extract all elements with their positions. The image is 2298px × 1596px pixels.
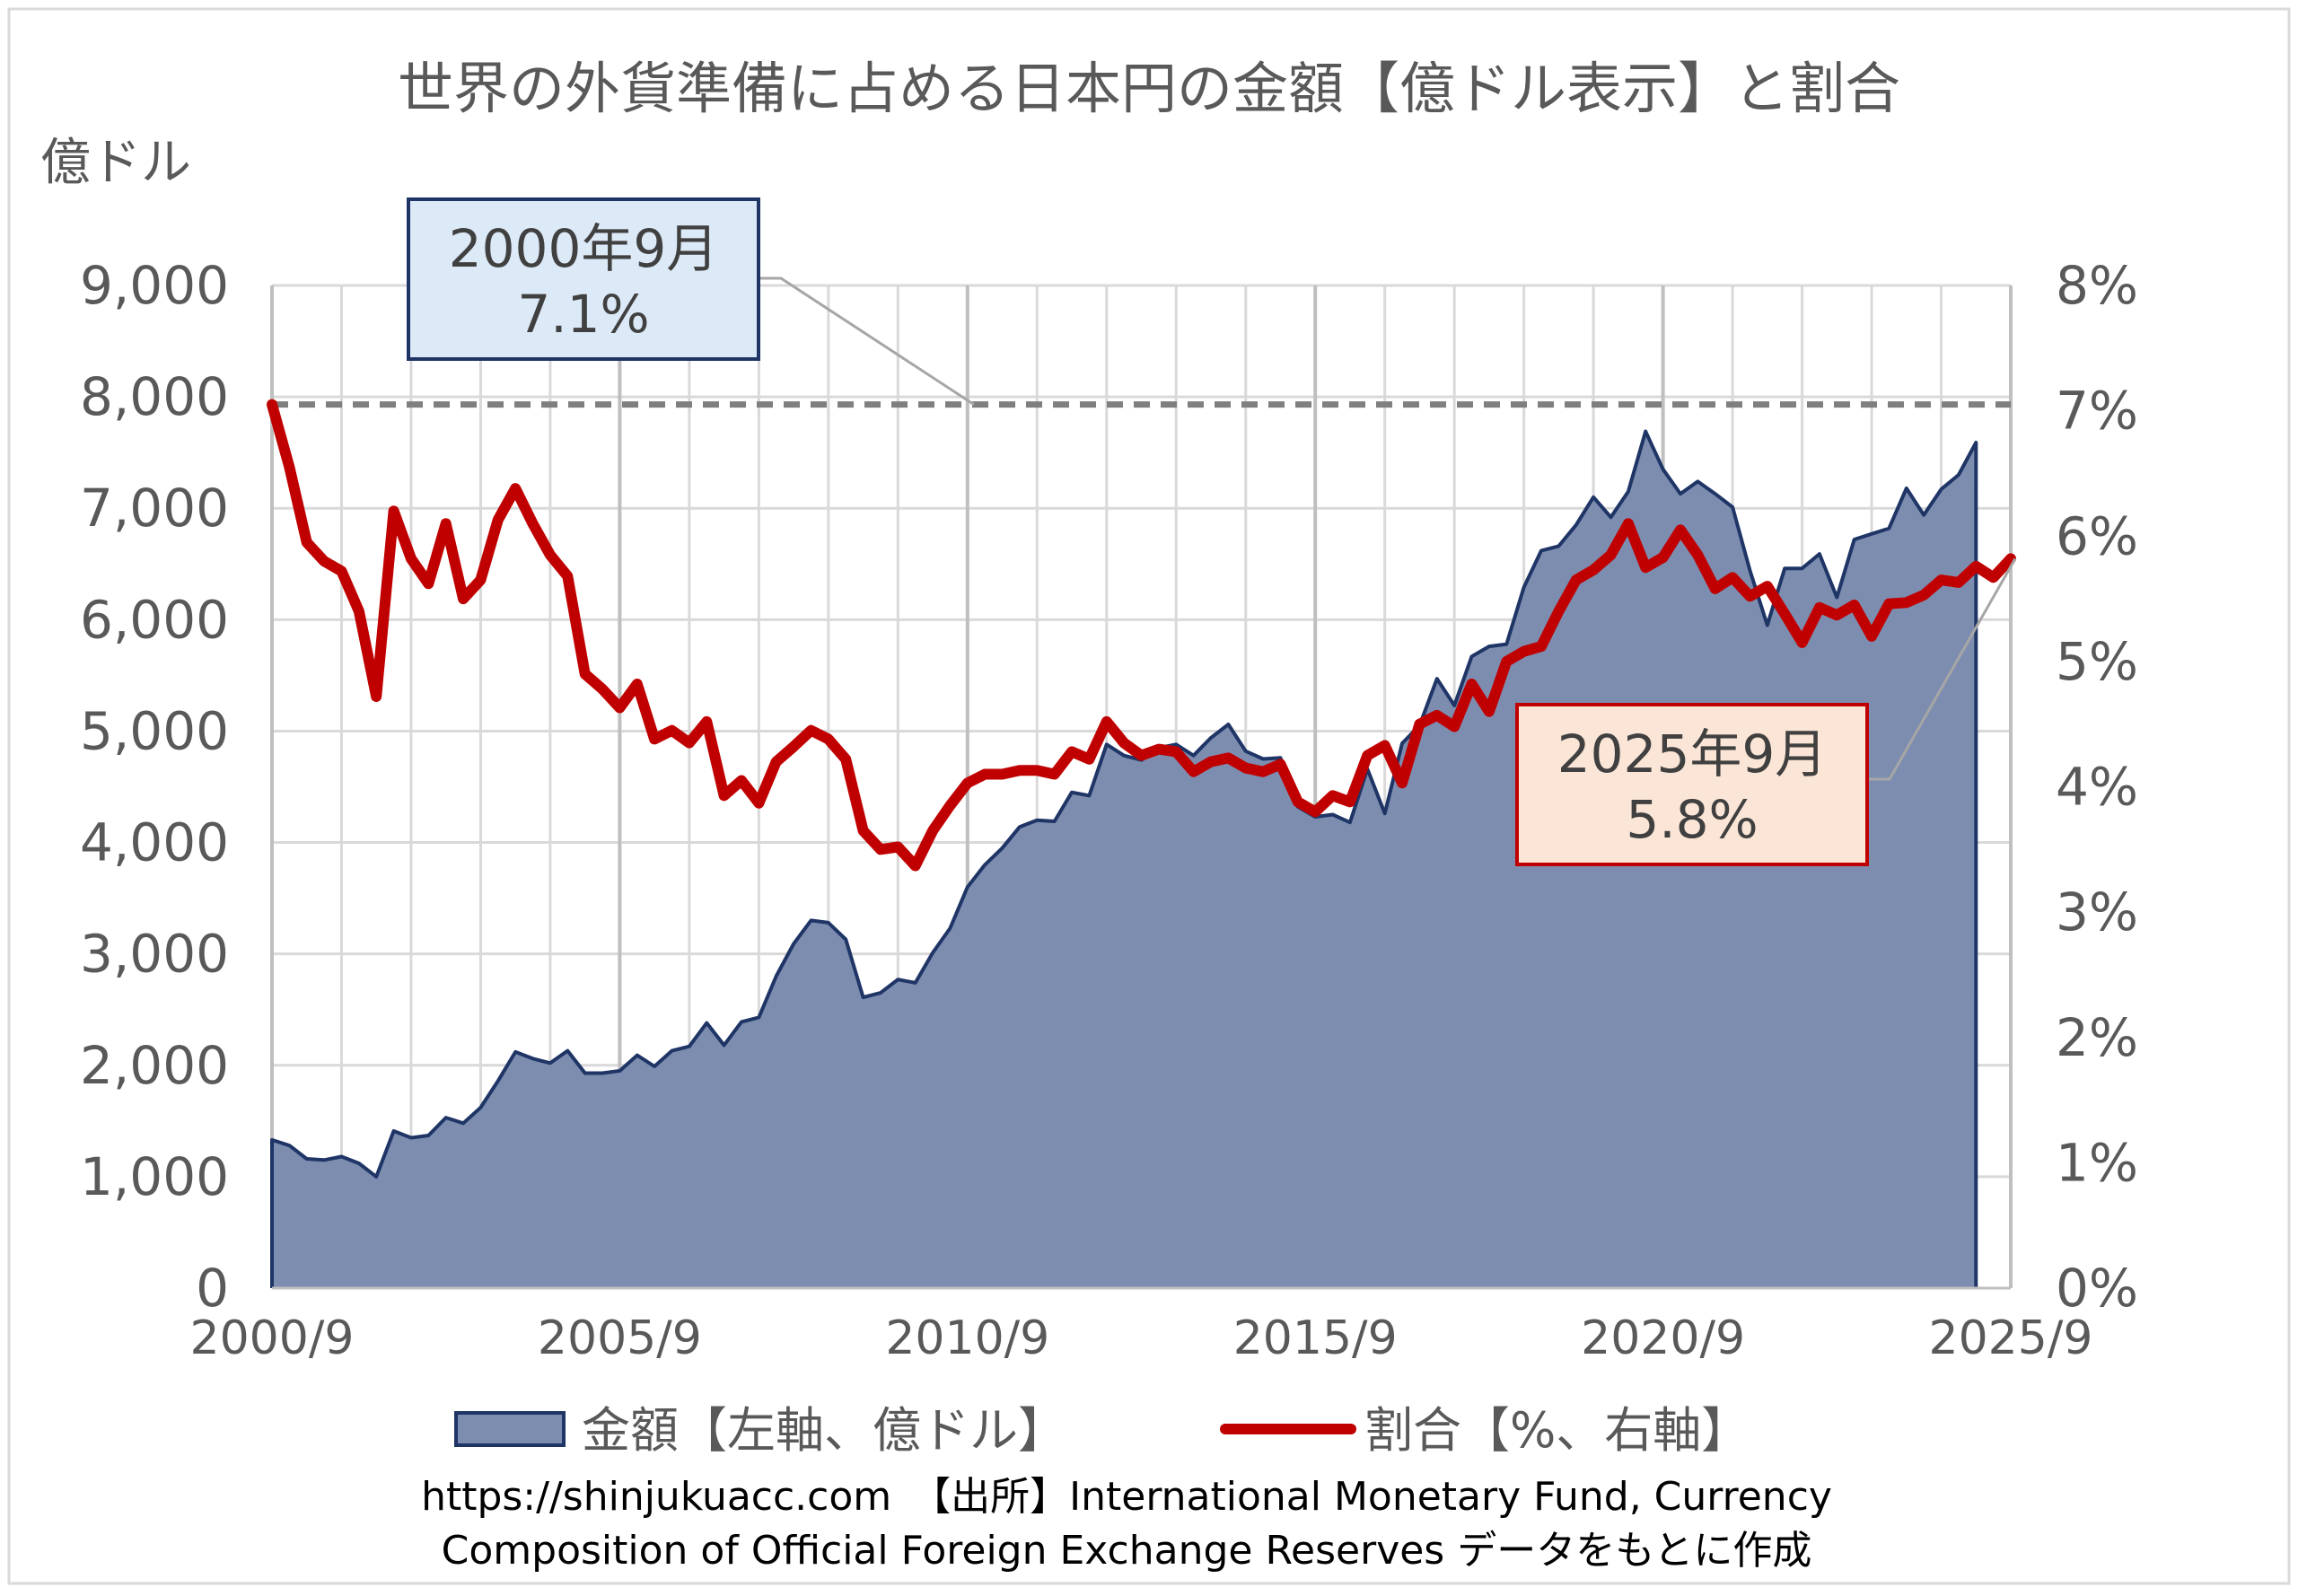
y-right-tick-label: 3%: [2056, 881, 2138, 943]
share-line: [267, 399, 2016, 872]
y-right-tick-label: 5%: [2056, 631, 2138, 692]
amount-area-series: [270, 429, 1978, 1289]
chart-title: 世界の外貨準備に占める日本円の金額【億ドル表示】と割合: [398, 56, 1900, 121]
annotation-leader-line: [1867, 557, 2017, 781]
footer-source-line-1: https://shinjukuacc.com 【出所】Internationa…: [421, 1474, 1832, 1520]
y-right-tick-label: 4%: [2056, 757, 2138, 818]
y-left-tick-label: 4,000: [80, 812, 229, 873]
legend: 金額【左軸、億ドル】 割合【%、右軸】: [454, 1402, 1750, 1459]
x-tick-label: 2020/9: [1581, 1311, 1745, 1365]
annotation-leader-line: [759, 276, 975, 406]
y-right-tick-label: 8%: [2056, 255, 2138, 316]
y-left-tick-label: 5,000: [80, 700, 229, 761]
annotation-box: [1515, 703, 1869, 866]
legend-swatch-area: [454, 1411, 566, 1447]
share-line-series: [267, 399, 2016, 872]
annotation-value: 7.1%: [517, 284, 649, 345]
annotation-value: 5.8%: [1626, 789, 1758, 850]
y-right-tick-label: 6%: [2056, 505, 2138, 566]
y-left-tick-label: 9,000: [80, 255, 229, 316]
annotation-box: [407, 197, 760, 361]
amount-area-outline: [270, 429, 1978, 1289]
legend-item-share: 割合【%、右軸】: [1220, 1402, 1750, 1459]
y-left-tick-label: 7,000: [80, 478, 229, 539]
x-tick-label: 2005/9: [538, 1311, 702, 1365]
y-left-tick-label: 0: [196, 1258, 229, 1319]
y-left-tick-label: 1,000: [80, 1146, 229, 1207]
x-tick-label: 2025/9: [1929, 1311, 2093, 1365]
x-tick-label: 2010/9: [885, 1311, 1049, 1365]
y-right-tick-label: 0%: [2056, 1258, 2138, 1319]
legend-label-share: 割合【%、右軸】: [1364, 1402, 1750, 1459]
y-left-tick-label: 3,000: [80, 924, 229, 985]
axes: 0 1,000 2,000 3,000 4,000 5,000 6,000 7,000 8,00…: [80, 255, 2138, 1365]
x-tick-label: 2015/9: [1233, 1311, 1398, 1365]
legend-label-amount: 金額【左軸、億ドル】: [582, 1402, 1066, 1459]
left-axis-unit-label: 億ドル: [40, 134, 191, 192]
y-right-tick-label: 2%: [2056, 1007, 2138, 1068]
annotation-date: 2000年9月: [449, 218, 719, 279]
footer-source-line-2: Composition of Official Foreign Exchange…: [442, 1528, 1812, 1574]
y-left-tick-label: 2,000: [80, 1035, 229, 1096]
x-tick-label: 2000/9: [190, 1311, 355, 1365]
y-right-tick-label: 7%: [2056, 381, 2138, 442]
y-left-tick-label: 6,000: [80, 589, 229, 650]
y-left-tick-label: 8,000: [80, 366, 229, 427]
annotation-date: 2025年9月: [1557, 723, 1828, 785]
legend-item-amount: 金額【左軸、億ドル】: [454, 1402, 1066, 1459]
amount-area-fill: [272, 431, 1977, 1289]
y-right-tick-label: 1%: [2056, 1132, 2138, 1193]
